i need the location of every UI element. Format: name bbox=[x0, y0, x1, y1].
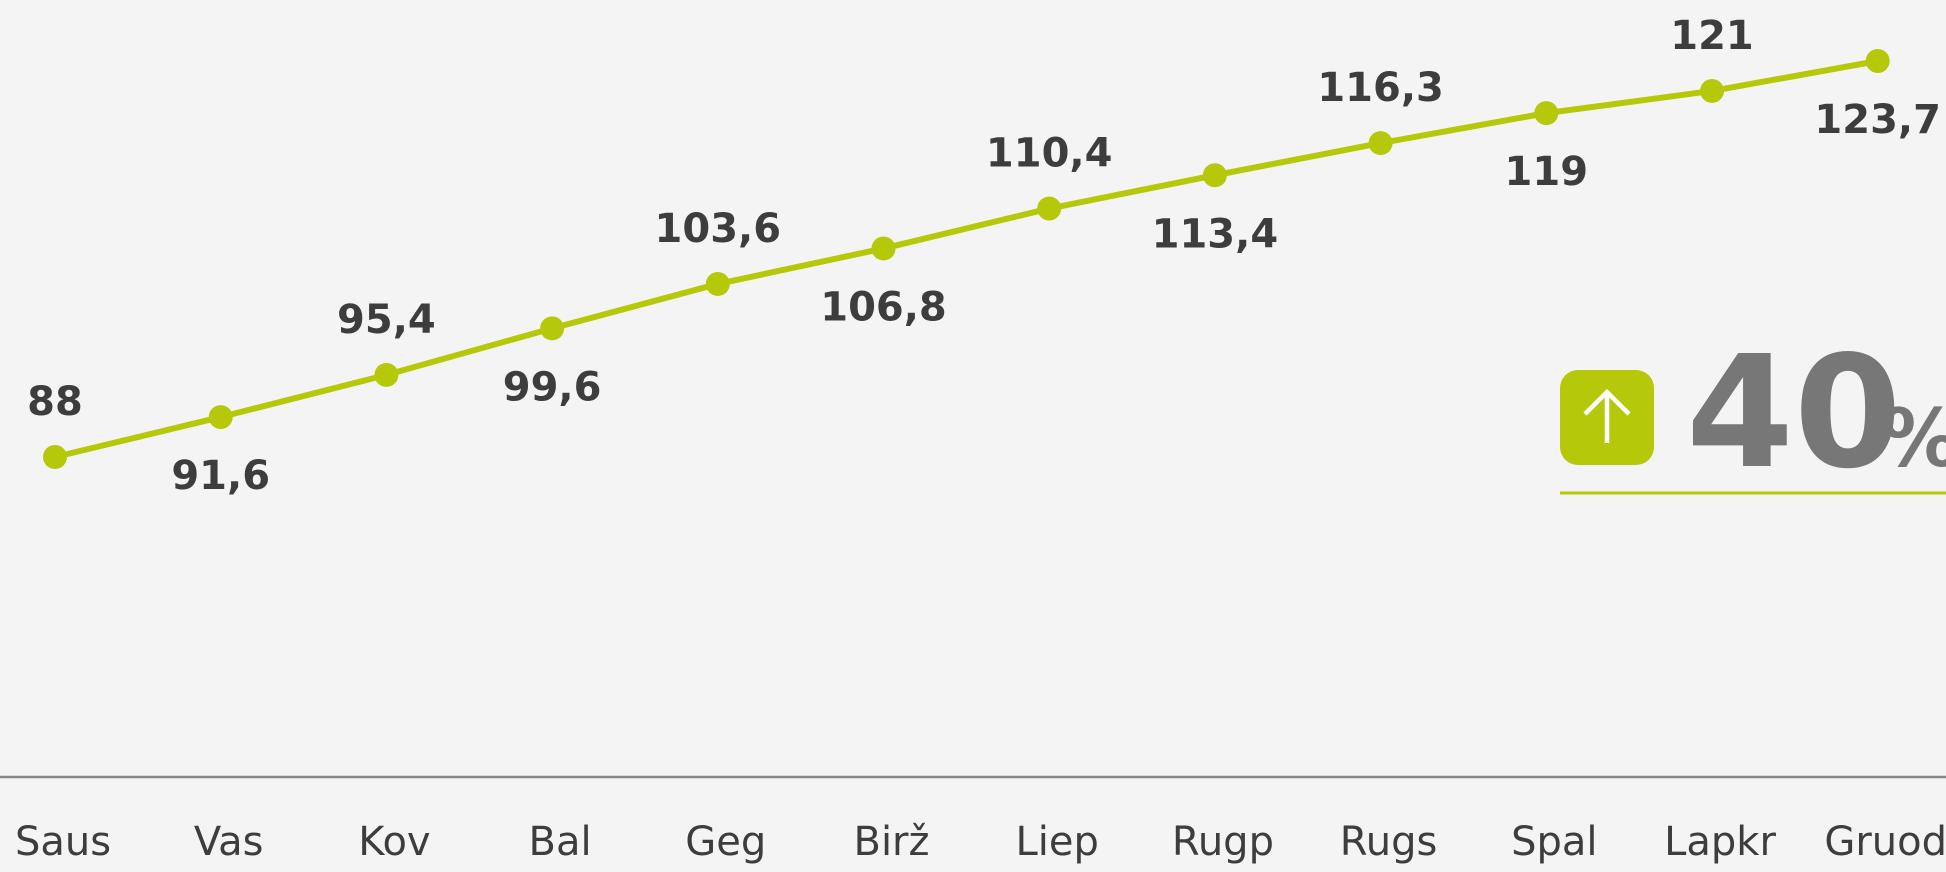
data-point bbox=[871, 236, 896, 261]
data-point bbox=[1534, 101, 1559, 126]
x-tick-label: Geg bbox=[685, 819, 766, 865]
x-tick-label: Rugs bbox=[1340, 819, 1438, 865]
x-tick-label: Saus bbox=[15, 819, 111, 865]
data-point bbox=[208, 405, 233, 430]
change-badge: 40 % bbox=[1560, 322, 1946, 503]
value-label: 88 bbox=[27, 379, 83, 425]
arrow-up-icon bbox=[1583, 388, 1631, 443]
x-tick-label: Birž bbox=[854, 819, 930, 865]
value-label: 103,6 bbox=[655, 206, 782, 252]
data-point bbox=[43, 445, 67, 469]
x-tick-label: Spal bbox=[1511, 819, 1597, 865]
data-point bbox=[1368, 131, 1393, 156]
x-tick-label: Lapkr bbox=[1664, 819, 1776, 865]
value-label: 95,4 bbox=[337, 297, 436, 343]
x-tick-label: Vas bbox=[194, 819, 264, 865]
change-value: 40 bbox=[1686, 322, 1902, 503]
data-line bbox=[54, 58, 1879, 460]
x-tick-label: Rugp bbox=[1172, 819, 1274, 865]
x-tick-label: Bal bbox=[529, 819, 592, 865]
change-unit: % bbox=[1880, 392, 1946, 485]
x-tick-label: Liep bbox=[1015, 819, 1098, 865]
value-label: 99,6 bbox=[503, 364, 602, 410]
data-point bbox=[1037, 196, 1062, 221]
x-tick-label: Kov bbox=[358, 819, 430, 865]
value-label: 106,8 bbox=[820, 284, 947, 330]
value-label: 119 bbox=[1505, 149, 1589, 195]
value-label: 110,4 bbox=[986, 131, 1113, 177]
data-point bbox=[1700, 78, 1724, 103]
value-label: 123,7 bbox=[1814, 97, 1941, 143]
data-point bbox=[1202, 163, 1227, 188]
data-point bbox=[374, 362, 399, 387]
x-tick-label: Gruod bbox=[1824, 819, 1946, 865]
data-point bbox=[705, 271, 730, 296]
value-label: 121 bbox=[1670, 13, 1754, 59]
value-label: 116,3 bbox=[1317, 65, 1444, 111]
data-point bbox=[540, 316, 565, 341]
value-label: 91,6 bbox=[171, 453, 270, 499]
value-label: 113,4 bbox=[1152, 211, 1279, 257]
data-point bbox=[1865, 49, 1890, 73]
